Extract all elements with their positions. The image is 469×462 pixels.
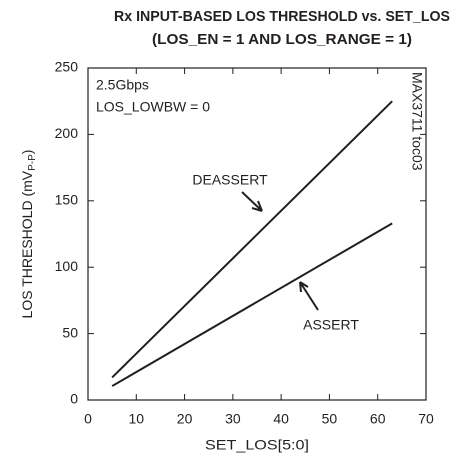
annotation: LOS_LOWBW = 0 — [96, 99, 210, 115]
y-tick-label: 150 — [55, 192, 79, 208]
assert-arrow — [299, 281, 319, 311]
chart-subtitle: (LOS_EN = 1 AND LOS_RANGE = 1) — [152, 31, 412, 48]
y-tick-label: 250 — [55, 59, 79, 75]
x-axis-label: SET_LOS[5:0] — [205, 437, 309, 453]
x-tick-label: 70 — [418, 411, 434, 427]
series-label: DEASSERT — [192, 172, 268, 188]
x-tick-label: 20 — [177, 411, 193, 427]
y-tick-label: 0 — [70, 391, 78, 407]
chart-title: Rx INPUT-BASED LOS THRESHOLD vs. SET_LOS — [114, 8, 450, 25]
x-tick-label: 0 — [84, 411, 92, 427]
figure-id: MAX3711 toc03 — [409, 72, 425, 171]
x-tick-label: 60 — [370, 411, 386, 427]
x-tick-label: 30 — [225, 411, 241, 427]
y-tick-label: 50 — [62, 324, 78, 340]
x-tick-label: 40 — [273, 411, 289, 427]
y-label-suffix: ) — [19, 150, 35, 155]
y-label-sub: P-P — [27, 154, 38, 171]
series-line — [111, 100, 393, 379]
y-axis-label: LOS THRESHOLD (mVP-P) — [19, 150, 38, 319]
annotation: 2.5Gbps — [96, 77, 149, 93]
x-tick-label: 50 — [322, 411, 338, 427]
deassert-arrow — [241, 191, 263, 212]
y-tick-label: 200 — [55, 125, 79, 141]
series-line — [111, 222, 393, 387]
y-tick-label: 100 — [55, 258, 79, 274]
series-label: ASSERT — [303, 317, 359, 333]
x-tick-label: 10 — [128, 411, 144, 427]
y-label-text: LOS THRESHOLD (mV — [19, 170, 35, 318]
plot-frame — [87, 67, 427, 401]
